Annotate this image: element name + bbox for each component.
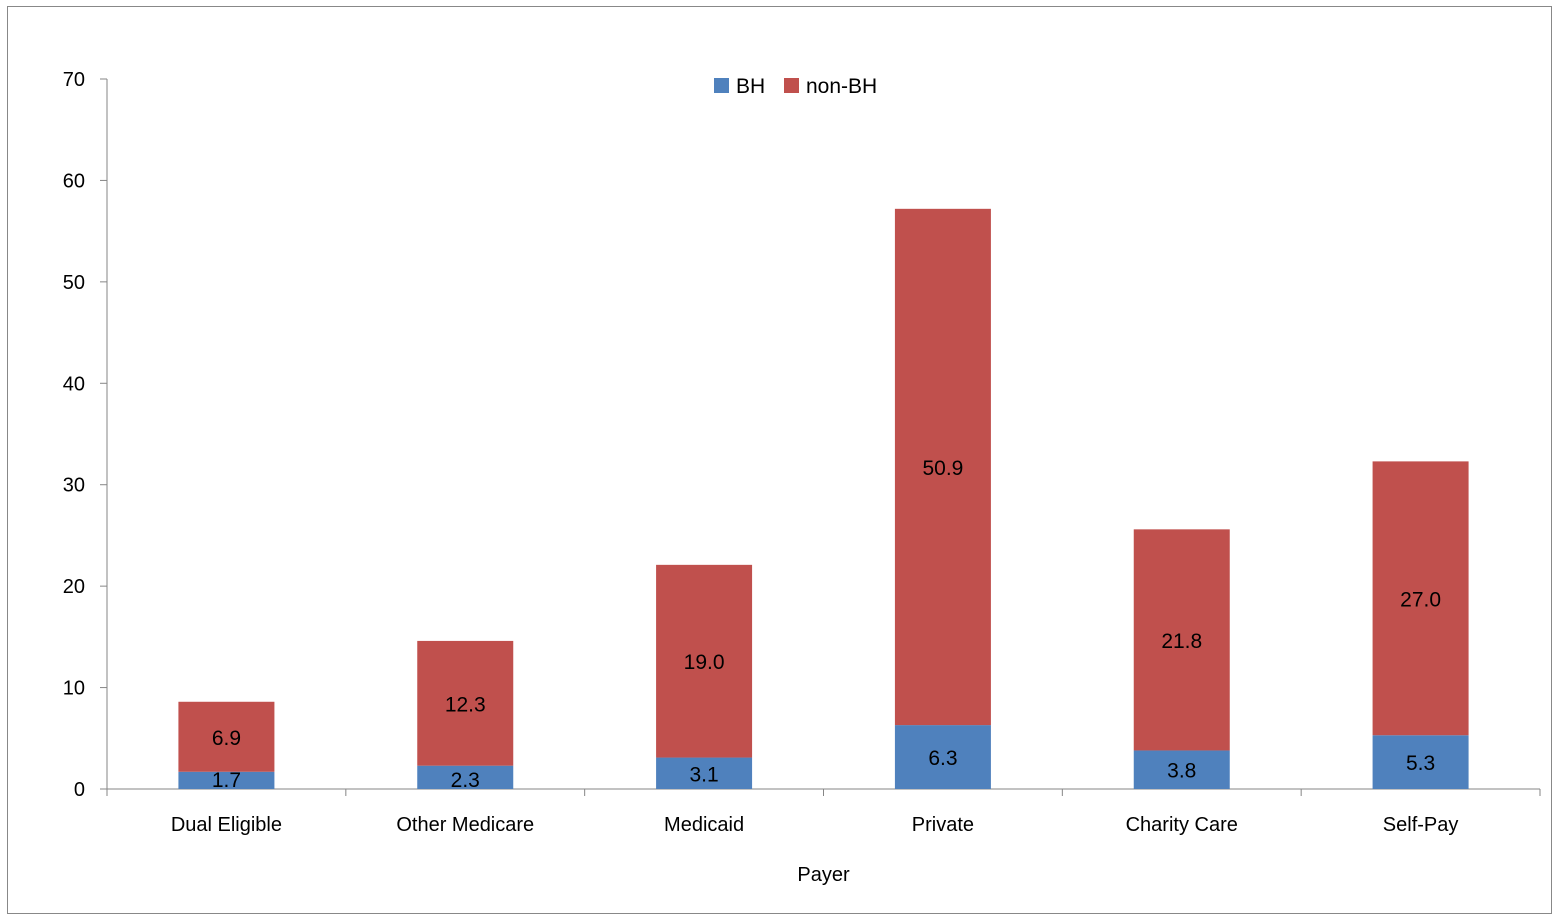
data-label-non-bh: 50.9 <box>922 457 963 480</box>
legend-swatch-bh <box>714 78 729 93</box>
bar-bh-segment <box>894 725 991 789</box>
bar-bh-segment <box>1133 750 1230 789</box>
bar-non-bh-segment <box>417 640 514 766</box>
data-label-bh: 5.3 <box>1406 752 1435 775</box>
data-label-non-bh: 27.0 <box>1400 588 1441 611</box>
data-label-bh: 6.3 <box>928 747 957 770</box>
bar-non-bh-segment <box>1372 461 1469 736</box>
x-category-label: Private <box>912 814 974 836</box>
legend-swatch-non-bh <box>784 78 799 93</box>
data-label-non-bh: 6.9 <box>212 727 241 750</box>
bar-non-bh-segment <box>178 701 275 772</box>
y-tick-label: 70 <box>63 69 85 91</box>
data-label-non-bh: 19.0 <box>684 651 725 674</box>
y-tick-label: 20 <box>63 576 85 598</box>
bar-non-bh-segment <box>656 564 753 758</box>
data-labels: 1.7 6.9 2.3 12.3 3.1 19.0 6.3 50.9 3.8 21.8 5.3 27.… <box>212 457 1441 792</box>
bar-bh-segment <box>1372 735 1469 789</box>
y-tick-label: 60 <box>63 170 85 192</box>
x-category-label: Other Medicare <box>396 814 534 836</box>
x-axis: Dual Eligible Other Medicare Medicaid Priva… <box>106 788 1541 836</box>
x-axis-title: Payer <box>797 864 850 886</box>
bar-bh-segment <box>178 771 275 789</box>
data-label-bh: 1.7 <box>212 769 241 792</box>
legend-label-non-bh: non-BH <box>806 75 877 98</box>
data-label-bh: 3.8 <box>1167 760 1196 783</box>
bar-non-bh-segment <box>1133 529 1230 751</box>
y-tick-label: 0 <box>74 779 85 801</box>
x-category-label: Self-Pay <box>1383 814 1459 836</box>
y-axis: 0 10 20 30 40 50 60 70 <box>63 69 108 801</box>
bar-bh-segment <box>417 765 514 789</box>
data-label-non-bh: 21.8 <box>1161 630 1202 653</box>
bar-bh-segment <box>656 757 753 789</box>
x-category-label: Charity Care <box>1126 814 1238 836</box>
y-tick-label: 30 <box>63 475 85 497</box>
bars <box>178 208 1469 789</box>
legend: BH non-BH <box>714 75 877 98</box>
x-category-label: Medicaid <box>664 814 744 836</box>
y-tick-label: 10 <box>63 678 85 700</box>
data-label-non-bh: 12.3 <box>445 693 486 716</box>
legend-label-bh: BH <box>736 75 765 98</box>
data-label-bh: 2.3 <box>451 769 480 792</box>
y-tick-label: 50 <box>63 272 85 294</box>
x-category-label: Dual Eligible <box>171 814 282 836</box>
y-tick-label: 40 <box>63 373 85 395</box>
bar-non-bh-segment <box>894 208 991 726</box>
data-label-bh: 3.1 <box>689 763 718 786</box>
